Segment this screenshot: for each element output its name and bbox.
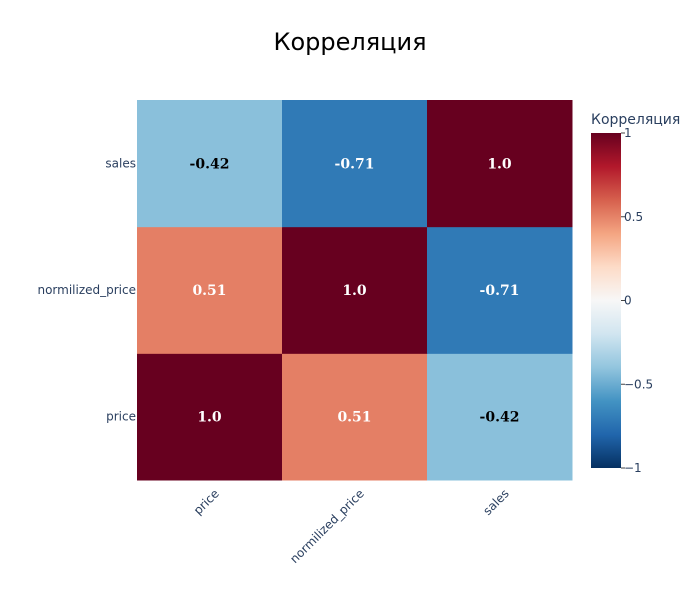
colorbar-tick-label: −0.5 xyxy=(624,377,653,391)
cell-label: -0.42 xyxy=(190,156,230,172)
heatmap-cell-sales-sales xyxy=(427,100,573,228)
x-tick-label: sales xyxy=(480,486,512,518)
heatmap-cell-price-normilized_price xyxy=(282,353,428,481)
heatmap-cell-price-price xyxy=(137,353,283,481)
cell-label: 1.0 xyxy=(342,283,367,299)
colorbar-ticks: 1 0.5 0 −0.5 −1 xyxy=(621,126,653,475)
colorbar-tick-label: 0.5 xyxy=(624,210,643,224)
heatmap-cell-labels: 1.0 0.51 -0.42 0.51 1.0 -0.71 -0.42 -0.71 1.0 xyxy=(190,156,520,425)
cell-label: -0.71 xyxy=(480,283,520,299)
cell-label: 1.0 xyxy=(487,156,512,172)
heatmap-cell-normilized_price-sales xyxy=(427,226,573,354)
colorbar-tick-label: 0 xyxy=(624,294,632,308)
y-tick-label: normilized_price xyxy=(37,283,136,297)
y-axis-ticks: price normilized_price sales xyxy=(37,156,136,423)
cell-label: -0.71 xyxy=(335,156,375,172)
heatmap-cells xyxy=(137,100,573,481)
heatmap-cell-normilized_price-normilized_price xyxy=(282,226,428,354)
x-axis-ticks: price normilized_price sales xyxy=(191,486,512,566)
heatmap-cell-normilized_price-price xyxy=(137,226,283,354)
x-tick-label: normilized_price xyxy=(287,486,367,566)
y-tick-label: price xyxy=(106,410,136,424)
y-tick-label: sales xyxy=(105,156,136,170)
colorbar-title: Корреляция xyxy=(591,112,680,128)
chart-title: Корреляция xyxy=(273,28,426,56)
colorbar xyxy=(591,133,621,468)
colorbar-tick-label: −1 xyxy=(624,461,642,475)
cell-label: 0.51 xyxy=(337,410,371,426)
cell-label: 1.0 xyxy=(197,410,222,426)
heatmap-cell-sales-price xyxy=(137,100,283,228)
colorbar-tick-label: 1 xyxy=(624,126,632,140)
heatmap-cell-price-sales xyxy=(427,353,573,481)
cell-label: -0.42 xyxy=(480,410,520,426)
heatmap-cell-sales-normilized_price xyxy=(282,100,428,228)
cell-label: 0.51 xyxy=(192,283,226,299)
x-tick-label: price xyxy=(191,486,222,517)
